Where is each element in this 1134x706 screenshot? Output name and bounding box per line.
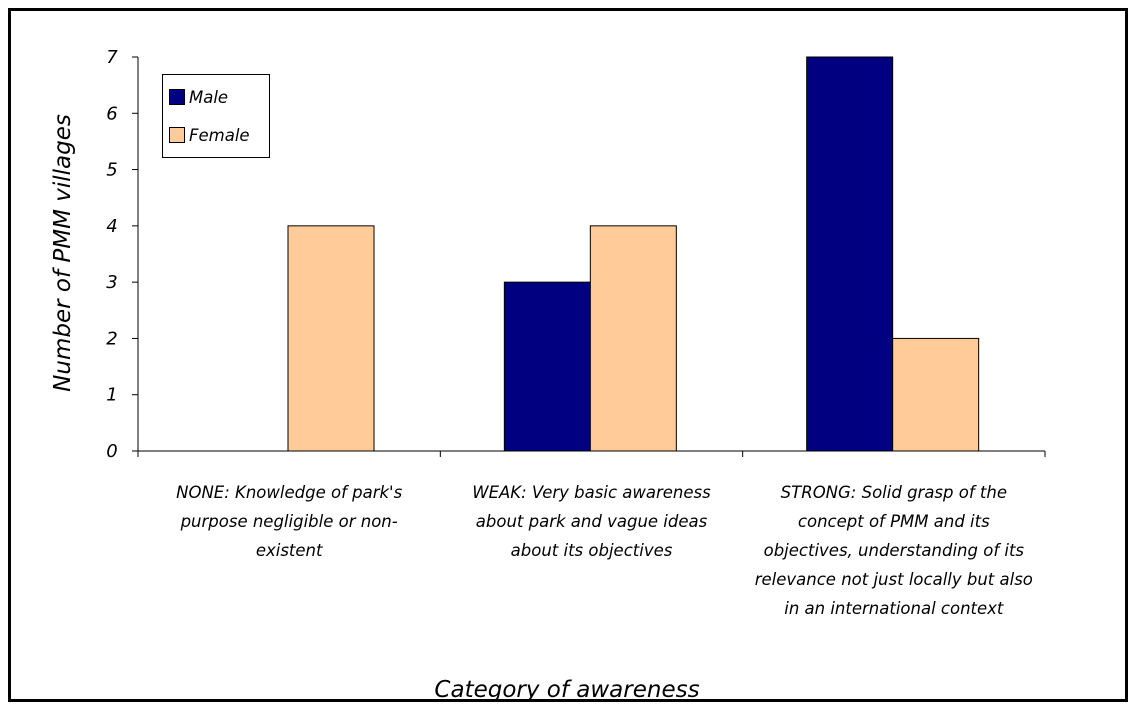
y-tick-label-3: 3 bbox=[106, 272, 117, 293]
y-tick-label-6: 6 bbox=[106, 103, 117, 124]
bar-female-2 bbox=[892, 337, 980, 452]
legend-label-male: Male bbox=[189, 87, 229, 107]
x-tick-label-line: concept of PMM and its bbox=[797, 512, 990, 531]
legend-item-female: Female bbox=[169, 124, 250, 146]
bars-group bbox=[287, 56, 980, 452]
y-axis-label: Number of PMM villages bbox=[50, 114, 76, 392]
bar-male-1 bbox=[503, 281, 591, 452]
legend: Male Female bbox=[162, 74, 270, 158]
x-tick-label-line: purpose negligible or non- bbox=[180, 512, 398, 531]
x-tick-label-line: NONE: Knowledge of park's bbox=[176, 483, 403, 502]
axes-group: 0 1 2 3 4 5 6 7 bbox=[106, 47, 1046, 462]
bar-female-1 bbox=[589, 225, 677, 452]
x-axis-label: Category of awareness bbox=[434, 677, 700, 703]
bar-female-0 bbox=[287, 225, 375, 452]
legend-swatch-female bbox=[169, 127, 185, 143]
x-tick-label-0: NONE: Knowledge of park's purpose negligi… bbox=[144, 478, 434, 565]
x-tick-label-1: WEAK: Very basic awareness about park and… bbox=[447, 478, 737, 565]
y-tick-label-1: 1 bbox=[106, 385, 117, 406]
bar-male-2 bbox=[806, 56, 894, 452]
y-tick-label-4: 4 bbox=[106, 216, 117, 237]
x-tick-label-line: about its objectives bbox=[510, 541, 673, 560]
x-tick-label-line: WEAK: Very basic awareness bbox=[472, 483, 711, 502]
x-tick-label-2: STRONG: Solid grasp of the concept of PMM… bbox=[749, 478, 1039, 623]
legend-label-female: Female bbox=[189, 125, 250, 145]
x-tick-label-line: objectives, understanding of its bbox=[763, 541, 1025, 560]
y-tick-label-2: 2 bbox=[106, 328, 117, 349]
x-tick-label-line: STRONG: Solid grasp of the bbox=[780, 483, 1007, 502]
x-tick-label-line: relevance not just locally but also bbox=[754, 570, 1033, 589]
legend-swatch-male bbox=[169, 89, 185, 105]
y-tick-label-5: 5 bbox=[106, 160, 117, 181]
y-tick-label-0: 0 bbox=[106, 441, 117, 462]
x-tick-label-line: existent bbox=[255, 541, 323, 560]
legend-item-male: Male bbox=[169, 86, 228, 108]
x-tick-label-line: about park and vague ideas bbox=[475, 512, 708, 531]
x-tick-label-line: in an international context bbox=[784, 599, 1004, 618]
y-tick-label-7: 7 bbox=[106, 47, 118, 68]
